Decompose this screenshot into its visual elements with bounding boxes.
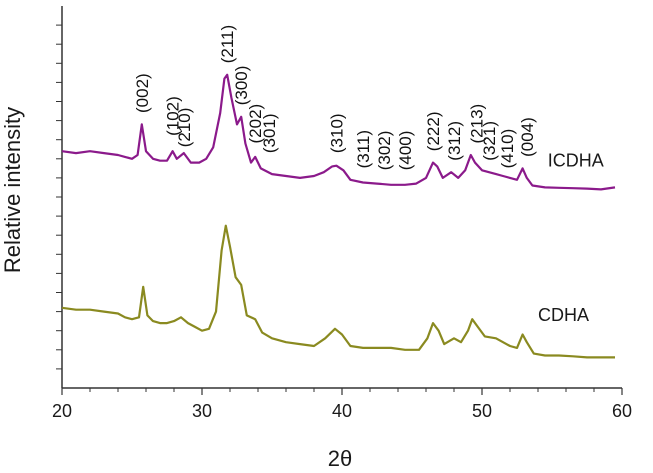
peak-label: (321)	[480, 121, 499, 161]
series-layer	[61, 73, 616, 359]
peak-annotations: (002) (102)(210) (211) (300)(202)(301) (310)…	[133, 25, 537, 170]
series-labels: ICDHA CDHA	[538, 150, 604, 325]
peak-label: (102)	[164, 96, 183, 136]
peak-label: (400)	[396, 131, 415, 171]
peak-label: (002)	[133, 73, 152, 113]
x-axis-label: 2θ	[328, 446, 352, 471]
x-tick-label: 30	[192, 401, 212, 421]
series-label-icdha: ICDHA	[548, 150, 604, 170]
y-axis-label: Relative intensity	[0, 107, 25, 273]
x-tick-label: 60	[612, 401, 632, 421]
peak-label: (202)	[246, 104, 265, 144]
peak-label: (222)	[424, 112, 443, 152]
peak-label: (211)	[218, 25, 237, 63]
axes: 20 30 40 50 60	[52, 6, 632, 421]
peak-label: (410)	[498, 129, 517, 169]
series-line-cdha	[61, 224, 615, 359]
peak-label: (301)	[260, 113, 279, 153]
x-tick-label: 50	[472, 401, 492, 421]
peak-label: (300)	[232, 66, 251, 106]
series-label-cdha: CDHA	[538, 305, 589, 325]
peak-label: (210)	[175, 108, 194, 148]
peak-label: (311)	[354, 130, 373, 168]
peak-label: (310)	[327, 113, 346, 153]
series-line-icdha	[61, 73, 616, 191]
peak-label: (312)	[445, 121, 464, 161]
x-tick-label: 20	[52, 401, 72, 421]
x-tick-label: 40	[332, 401, 352, 421]
peak-label: (302)	[375, 131, 394, 171]
peak-label: (213)	[467, 104, 486, 144]
peak-label: (004)	[518, 117, 537, 157]
